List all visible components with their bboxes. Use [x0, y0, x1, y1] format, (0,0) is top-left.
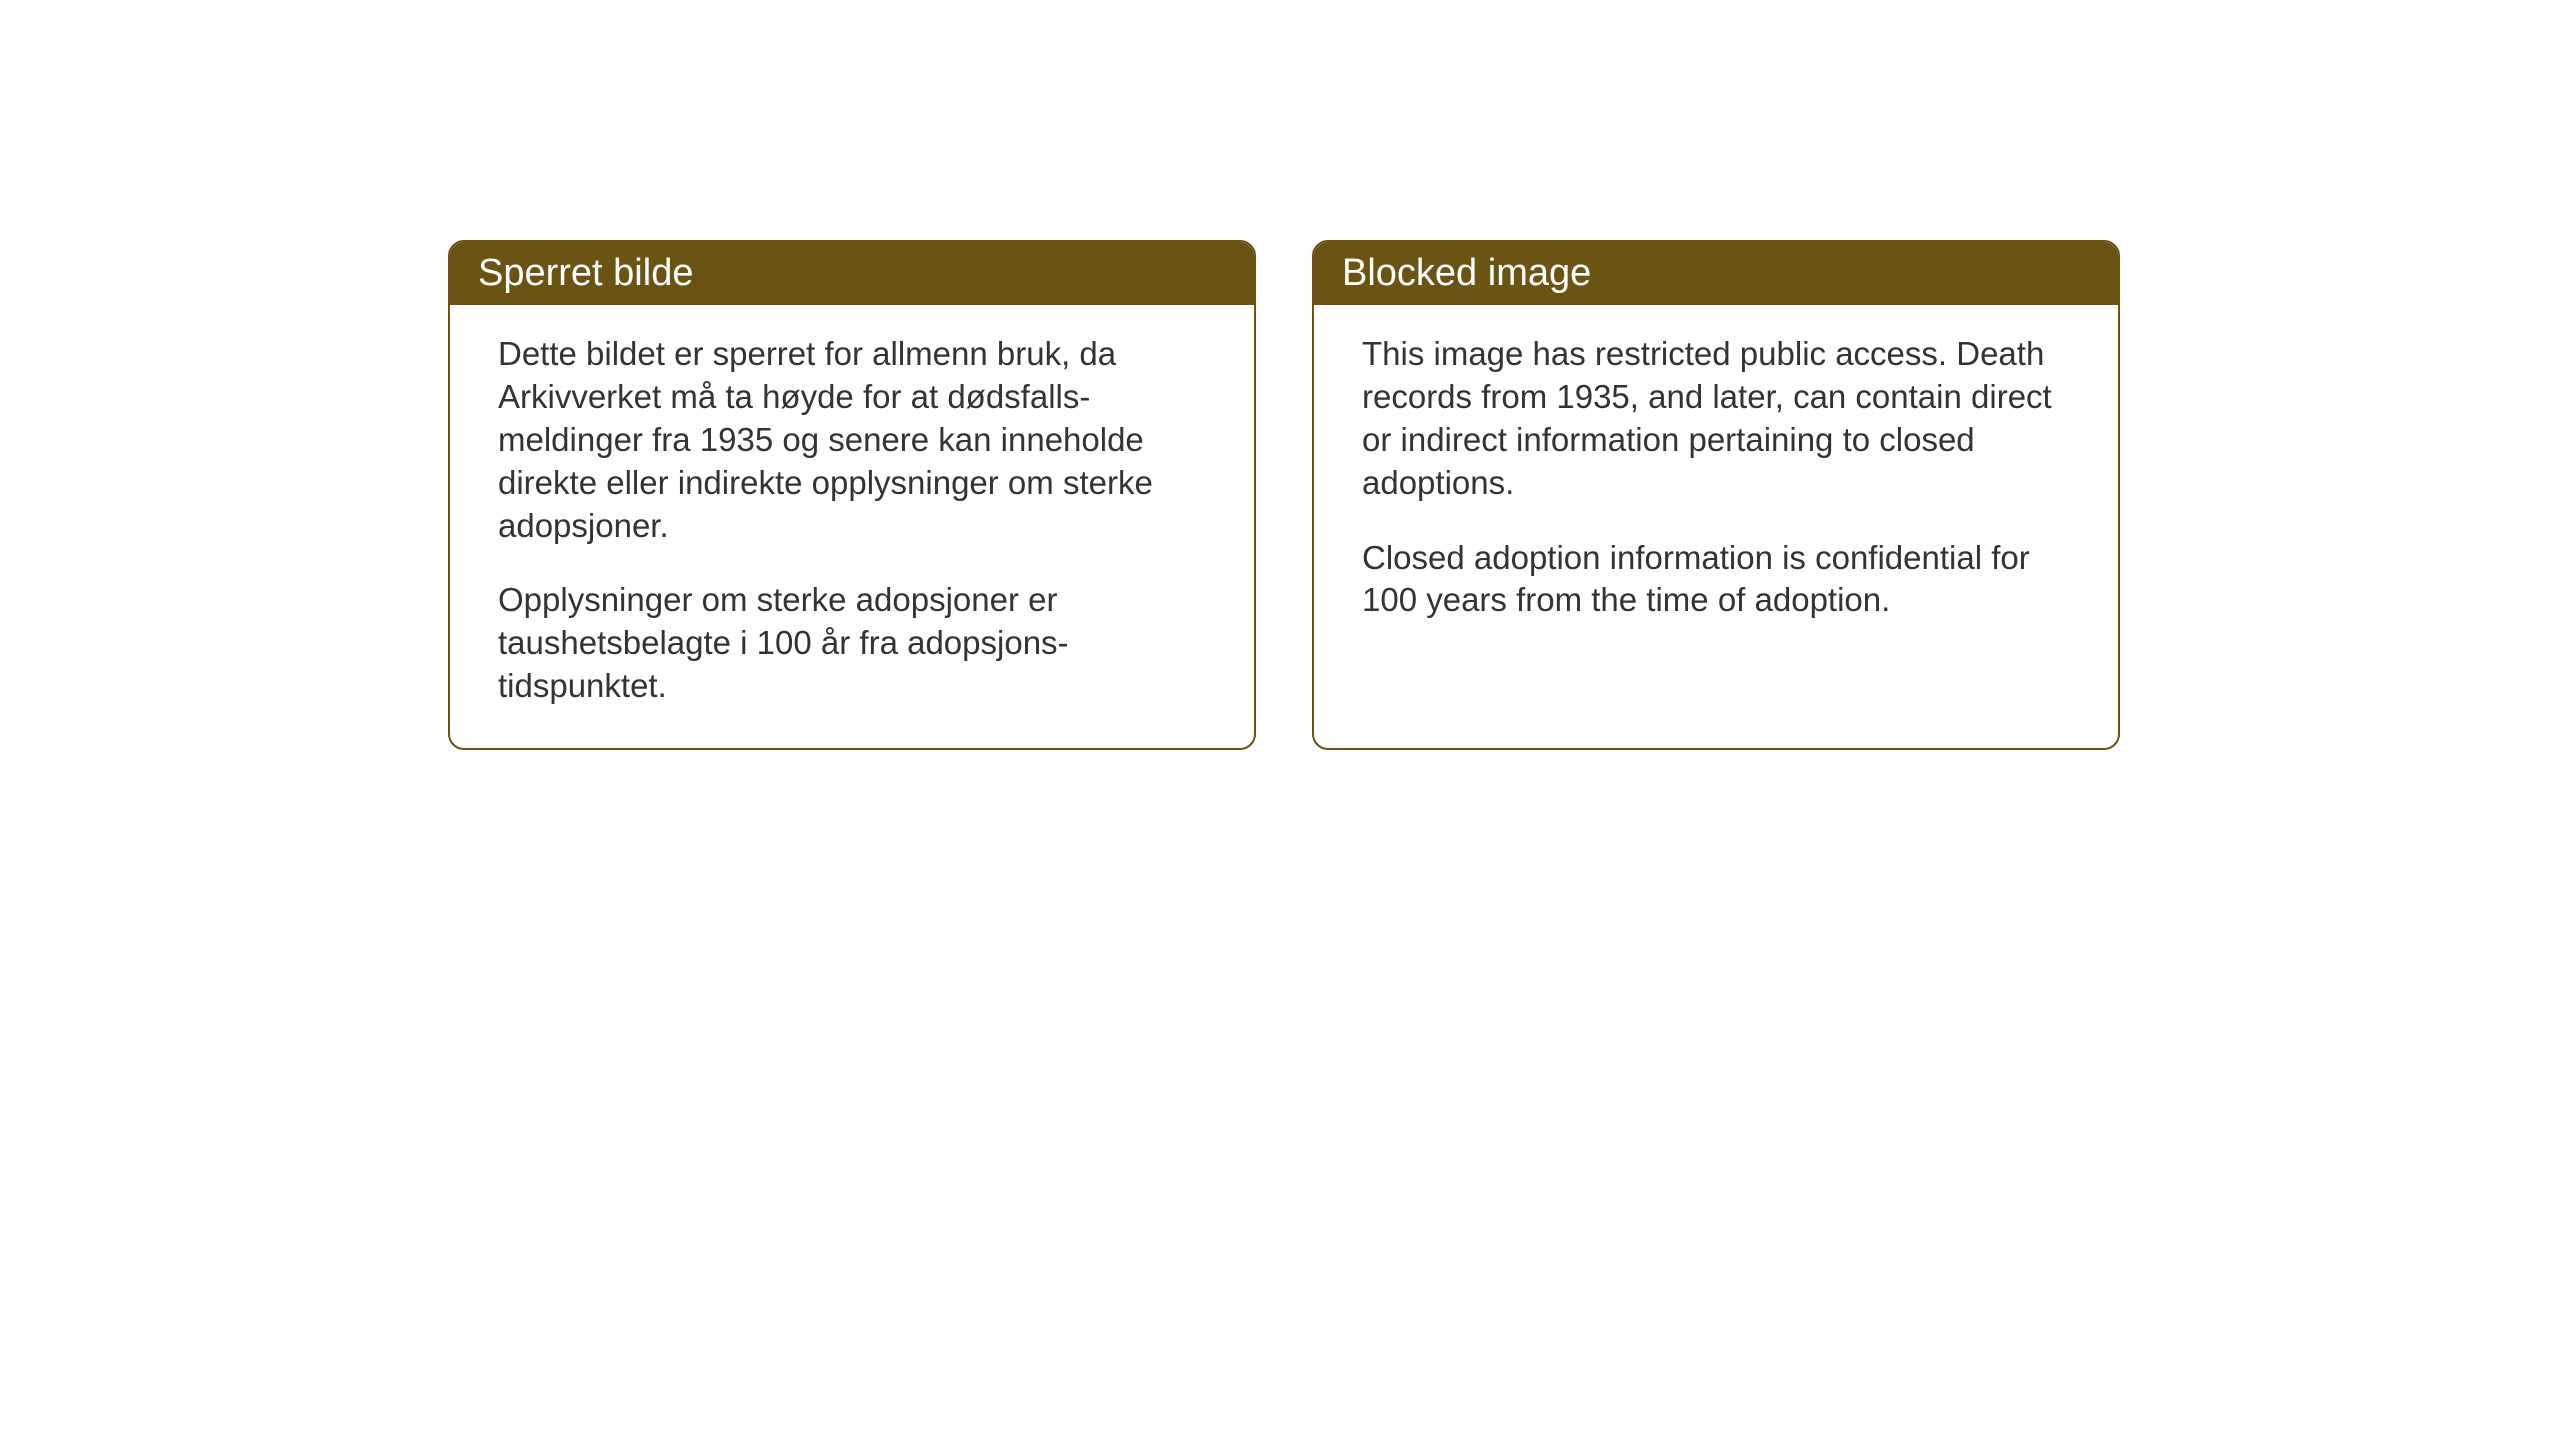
- notice-container: Sperret bilde Dette bildet er sperret fo…: [448, 240, 2120, 750]
- norwegian-card-body: Dette bildet er sperret for allmenn bruk…: [450, 305, 1254, 748]
- english-card-title: Blocked image: [1314, 242, 2118, 305]
- norwegian-paragraph-1: Dette bildet er sperret for allmenn bruk…: [498, 333, 1206, 547]
- norwegian-notice-card: Sperret bilde Dette bildet er sperret fo…: [448, 240, 1256, 750]
- norwegian-paragraph-2: Opplysninger om sterke adopsjoner er tau…: [498, 579, 1206, 708]
- norwegian-card-title: Sperret bilde: [450, 242, 1254, 305]
- english-notice-card: Blocked image This image has restricted …: [1312, 240, 2120, 750]
- english-paragraph-1: This image has restricted public access.…: [1362, 333, 2070, 505]
- english-card-body: This image has restricted public access.…: [1314, 305, 2118, 662]
- english-paragraph-2: Closed adoption information is confident…: [1362, 537, 2070, 623]
